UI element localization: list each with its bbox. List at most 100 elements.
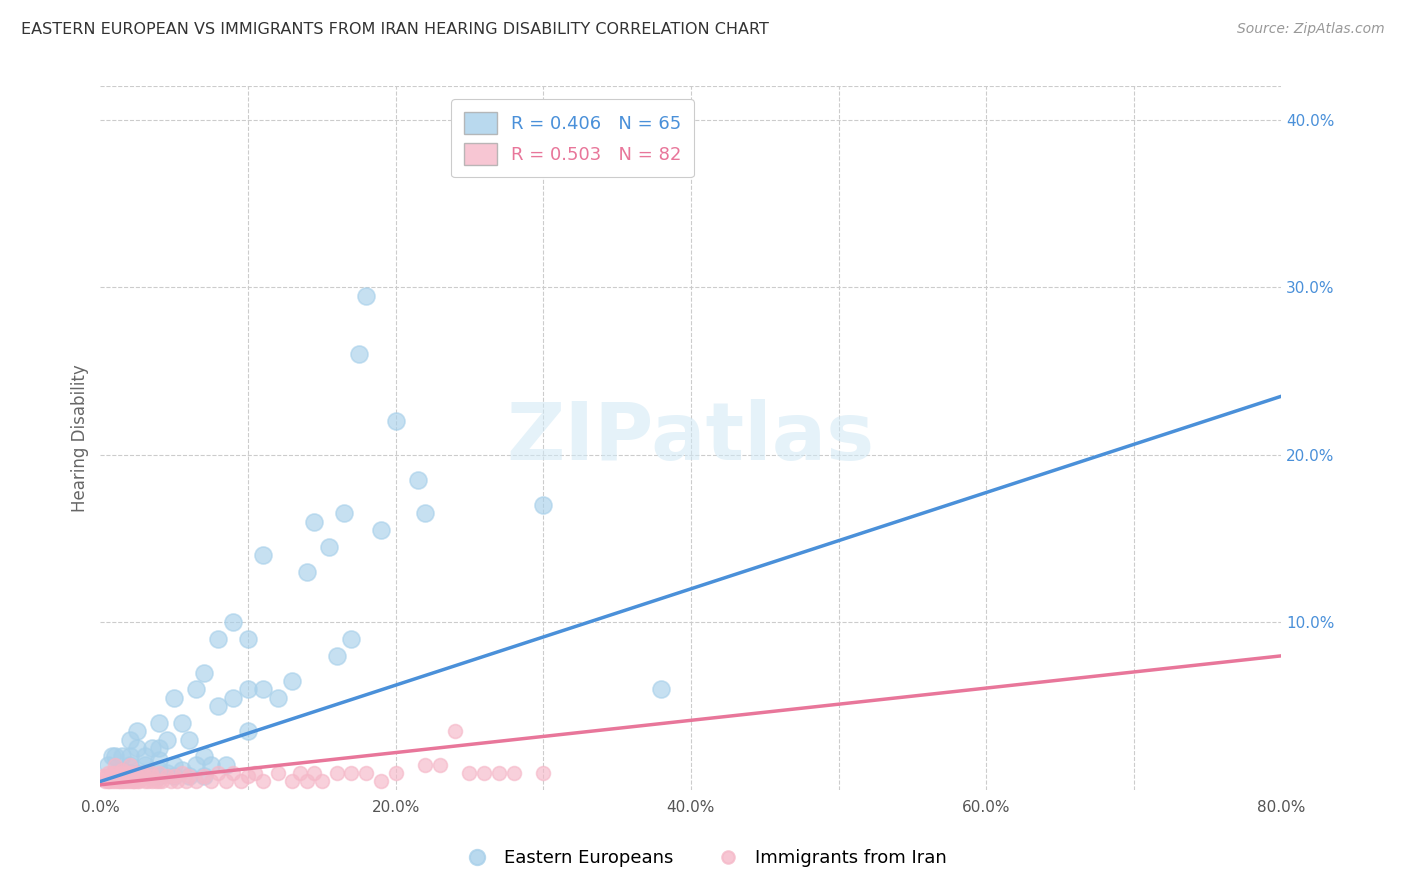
Point	[150, 774, 173, 789]
Point	[141, 774, 163, 789]
Point	[148, 763, 170, 777]
Point	[104, 769, 127, 783]
Point	[141, 741, 163, 756]
Point	[111, 763, 134, 777]
Point	[166, 774, 188, 789]
Point	[111, 769, 134, 783]
Point	[318, 540, 340, 554]
Point	[110, 766, 132, 780]
Point	[193, 769, 215, 783]
Point	[134, 749, 156, 764]
Point	[148, 774, 170, 789]
Point	[406, 473, 429, 487]
Point	[127, 766, 149, 780]
Point	[163, 690, 186, 705]
Point	[156, 766, 179, 780]
Point	[141, 769, 163, 783]
Point	[148, 753, 170, 767]
Point	[472, 766, 495, 780]
Point	[502, 766, 524, 780]
Point	[118, 766, 141, 780]
Point	[193, 665, 215, 680]
Point	[311, 774, 333, 789]
Point	[104, 757, 127, 772]
Point	[112, 774, 135, 789]
Point	[97, 774, 120, 789]
Point	[156, 732, 179, 747]
Point	[295, 774, 318, 789]
Point	[163, 769, 186, 783]
Point	[134, 769, 156, 783]
Point	[108, 774, 131, 789]
Point	[177, 769, 200, 783]
Point	[101, 766, 124, 780]
Point	[281, 774, 304, 789]
Point	[207, 699, 229, 714]
Point	[118, 769, 141, 783]
Point	[127, 769, 149, 783]
Point	[111, 763, 134, 777]
Point	[347, 347, 370, 361]
Point	[186, 757, 208, 772]
Point	[413, 757, 436, 772]
Legend: R = 0.406   N = 65, R = 0.503   N = 82: R = 0.406 N = 65, R = 0.503 N = 82	[451, 99, 695, 178]
Point	[139, 766, 162, 780]
Point	[148, 715, 170, 730]
Point	[295, 565, 318, 579]
Point	[121, 769, 143, 783]
Point	[354, 766, 377, 780]
Point	[141, 769, 163, 783]
Point	[236, 632, 259, 646]
Point	[236, 724, 259, 739]
Point	[118, 774, 141, 789]
Point	[174, 774, 197, 789]
Point	[127, 724, 149, 739]
Point	[136, 774, 159, 789]
Point	[118, 766, 141, 780]
Point	[111, 769, 134, 783]
Point	[97, 766, 120, 780]
Point	[96, 769, 118, 783]
Point	[163, 757, 186, 772]
Point	[531, 498, 554, 512]
Point	[163, 769, 186, 783]
Point	[304, 515, 326, 529]
Legend: Eastern Europeans, Immigrants from Iran: Eastern Europeans, Immigrants from Iran	[451, 842, 955, 874]
Point	[124, 774, 146, 789]
Point	[111, 749, 134, 764]
Point	[101, 749, 124, 764]
Point	[304, 766, 326, 780]
Point	[170, 766, 193, 780]
Point	[531, 766, 554, 780]
Point	[107, 774, 129, 789]
Point	[134, 766, 156, 780]
Point	[281, 673, 304, 688]
Point	[340, 766, 363, 780]
Point	[91, 769, 114, 783]
Point	[170, 715, 193, 730]
Y-axis label: Hearing Disability: Hearing Disability	[72, 364, 89, 512]
Point	[650, 682, 672, 697]
Point	[236, 769, 259, 783]
Point	[370, 523, 392, 537]
Point	[118, 757, 141, 772]
Point	[115, 774, 138, 789]
Point	[101, 774, 124, 789]
Point	[193, 749, 215, 764]
Point	[115, 766, 138, 780]
Point	[229, 774, 252, 789]
Point	[128, 774, 150, 789]
Point	[148, 766, 170, 780]
Point	[333, 507, 356, 521]
Point	[252, 549, 274, 563]
Point	[384, 414, 406, 428]
Point	[193, 769, 215, 783]
Point	[200, 774, 222, 789]
Point	[245, 766, 267, 780]
Point	[177, 769, 200, 783]
Point	[148, 769, 170, 783]
Point	[104, 774, 127, 789]
Point	[413, 507, 436, 521]
Point	[458, 766, 481, 780]
Point	[177, 732, 200, 747]
